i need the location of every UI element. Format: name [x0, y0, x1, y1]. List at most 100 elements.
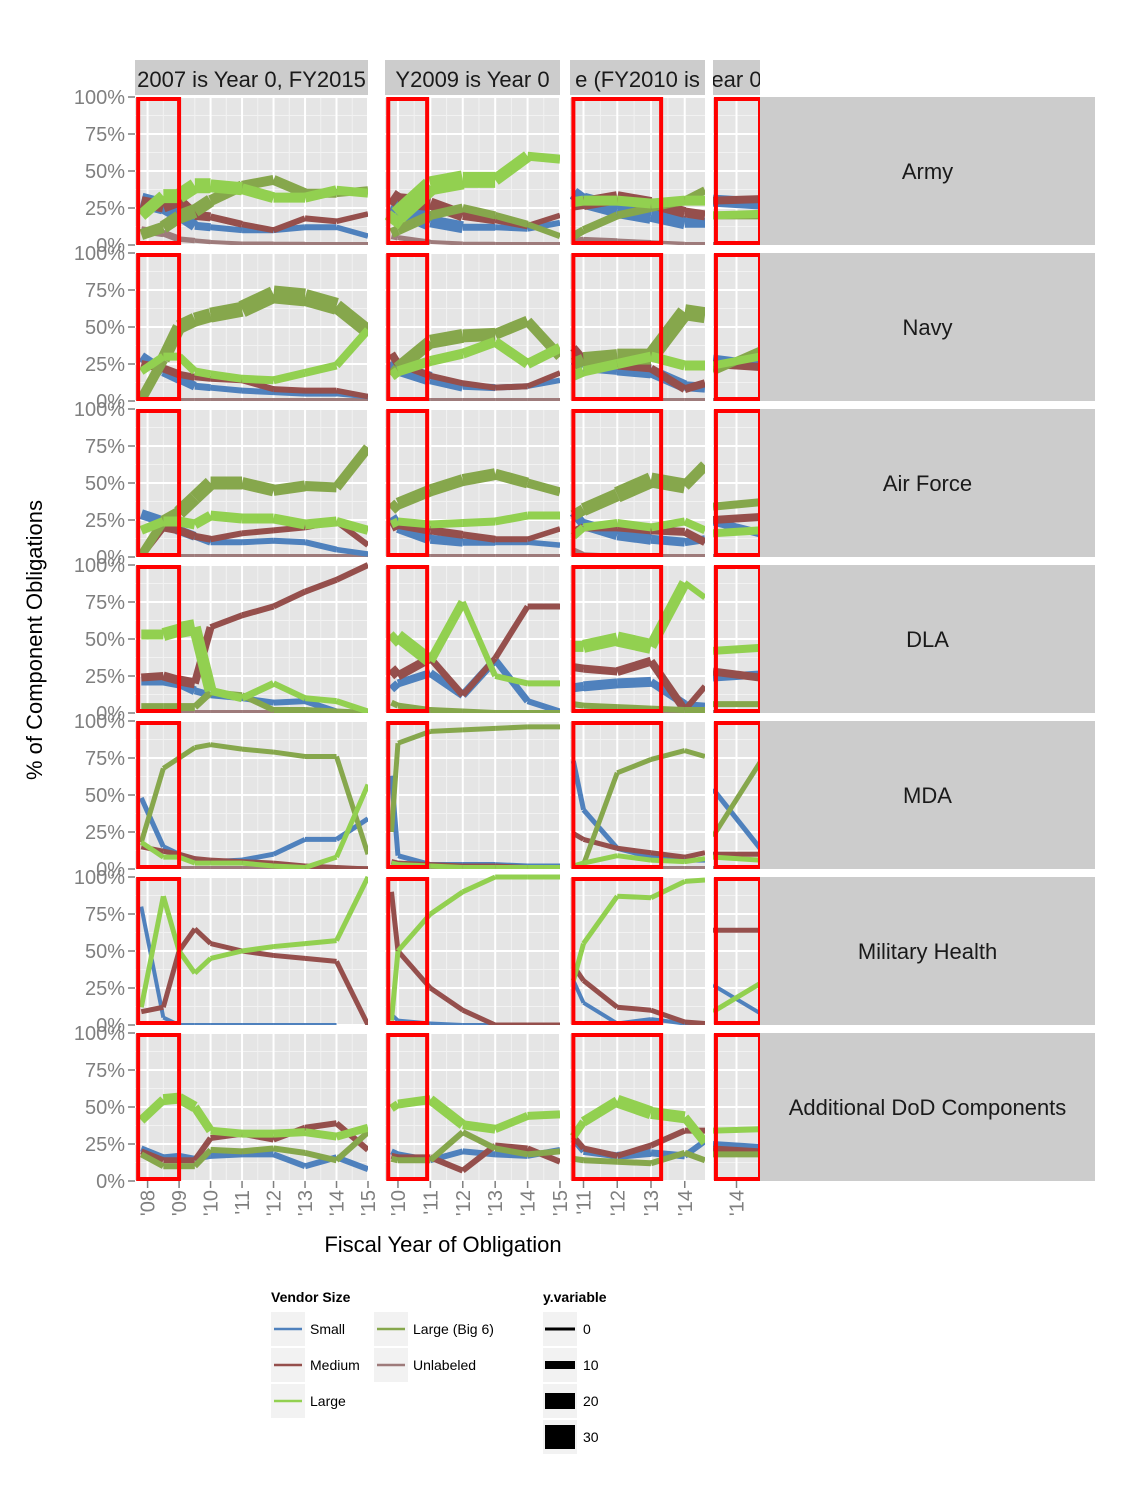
series-segment-small: [495, 224, 528, 232]
series-segment-small: [210, 224, 243, 234]
series-segment-large: [388, 950, 401, 1021]
series-segment-large-big-6-: [238, 286, 278, 317]
series-segment-large-big-6-: [177, 745, 197, 761]
series-segment-medium: [683, 379, 705, 393]
series-segment-medium: [462, 380, 496, 391]
series-segment-medium: [713, 667, 760, 682]
highlight-box: [386, 1033, 430, 1181]
series-segment-large-big-6-: [334, 1129, 368, 1163]
series-segment-large-big-6-: [429, 328, 465, 349]
series-segment-large: [241, 944, 274, 954]
series-segment-medium: [272, 215, 307, 234]
y-tick-label: 25%: [85, 354, 125, 376]
series-segment-large: [304, 695, 337, 705]
highlight-box: [386, 97, 430, 245]
series-segment-large: [713, 526, 760, 538]
row-strip-label: Additional DoD Components: [789, 1095, 1067, 1120]
series-segment-large: [527, 1110, 560, 1120]
series-segment-large: [462, 1120, 496, 1134]
column-strip-label: Y2009 is Year 0: [395, 67, 549, 92]
series-segment-large: [334, 875, 368, 942]
series-segment-medium: [650, 850, 686, 860]
series-segment-large: [684, 877, 705, 884]
series-segment-medium: [387, 665, 402, 680]
series-segment-large-big-6-: [136, 357, 168, 401]
highlight-box: [386, 253, 430, 401]
series-segment-large: [650, 857, 685, 865]
panel-mda-col4: [713, 720, 762, 870]
series-segment-large: [241, 860, 274, 869]
series-segment-large: [429, 348, 464, 366]
series-segment-large-big-6-: [713, 761, 760, 838]
series-segment-large: [616, 351, 653, 369]
series-segment-large: [650, 195, 686, 209]
series-segment-medium: [178, 675, 196, 689]
legend-label: Small: [310, 1321, 345, 1337]
series-segment-large-big-6-: [334, 755, 368, 855]
series-segment-large: [209, 948, 243, 961]
series-segment-large: [683, 517, 705, 535]
y-tick-label: 50%: [85, 161, 125, 183]
series-segment-large: [188, 625, 217, 693]
series-segment-medium: [273, 386, 306, 394]
series-segment-large-big-6-: [684, 748, 705, 759]
series-segment-medium: [428, 985, 465, 1013]
series-segment-medium: [140, 1148, 165, 1164]
panel-navy-col2: [385, 252, 561, 402]
x-tick-label: '14: [327, 1190, 349, 1216]
series-segment-medium: [615, 656, 653, 676]
series-segment-large: [681, 1114, 705, 1146]
y-tick-label: 75%: [85, 280, 125, 302]
series-segment-medium: [336, 865, 368, 869]
series-segment-large-big-6-: [210, 1146, 243, 1155]
series-segment-medium: [684, 1019, 705, 1025]
series-segment-large-big-6-: [192, 1147, 213, 1169]
series-segment-large: [582, 518, 618, 532]
series-segment-unlabeled: [583, 236, 618, 243]
series-segment-medium: [140, 1004, 164, 1015]
series-segment-small: [616, 529, 652, 545]
series-segment-large: [430, 518, 463, 529]
highlight-box: [571, 1033, 664, 1181]
series-segment-medium: [209, 612, 244, 630]
series-segment-large: [491, 151, 532, 185]
legend-label: 0: [583, 1321, 591, 1337]
row-strip-label: Military Health: [858, 939, 997, 964]
series-segment-large-big-6-: [527, 1148, 560, 1158]
series-segment-small: [336, 546, 368, 557]
y-tick-label: 100%: [74, 555, 125, 577]
series-segment-large-big-6-: [493, 315, 530, 340]
y-tick-label: 0%: [96, 703, 125, 725]
series-segment-large-big-6-: [429, 203, 464, 220]
column-strip: [135, 60, 368, 95]
y-tick-label: 100%: [74, 87, 125, 109]
y-tick-label: 100%: [74, 399, 125, 421]
column-strip: [385, 60, 560, 95]
series-segment-large-big-6-: [430, 727, 463, 734]
panel-dla-col3: [570, 564, 705, 714]
axis-layer: 0%25%50%75%100%0%25%50%75%100%0%25%50%75…: [74, 87, 749, 1216]
highlight-box: [136, 409, 182, 557]
series-segment-large: [582, 359, 619, 377]
panel-army-col4: [713, 96, 762, 246]
series-segment-medium: [241, 603, 275, 619]
legend-title-y-variable: y.variable: [543, 1289, 607, 1305]
panel-additional-dod-components-col1: [135, 1032, 369, 1182]
series-segment-large-big-6-: [713, 498, 760, 511]
series-segment-large-big-6-: [209, 301, 244, 323]
series-segment-unlabeled: [430, 240, 463, 245]
x-tick-label: '15: [358, 1190, 380, 1216]
y-tick-label: 100%: [74, 711, 125, 733]
x-tick-label: '15: [550, 1190, 572, 1216]
series-segment-large: [527, 151, 560, 164]
panel-air-force-col1: [135, 408, 369, 558]
highlight-box: [386, 721, 430, 869]
series-segment-small: [526, 698, 560, 713]
series-segment-medium: [387, 189, 403, 207]
series-segment-large: [335, 1123, 368, 1141]
highlight-box: [386, 877, 430, 1025]
series-segment-large-big-6-: [650, 748, 686, 762]
series-segment-large-big-6-: [139, 222, 166, 240]
highlight-box: [571, 97, 664, 245]
series-segment-large: [210, 370, 243, 383]
